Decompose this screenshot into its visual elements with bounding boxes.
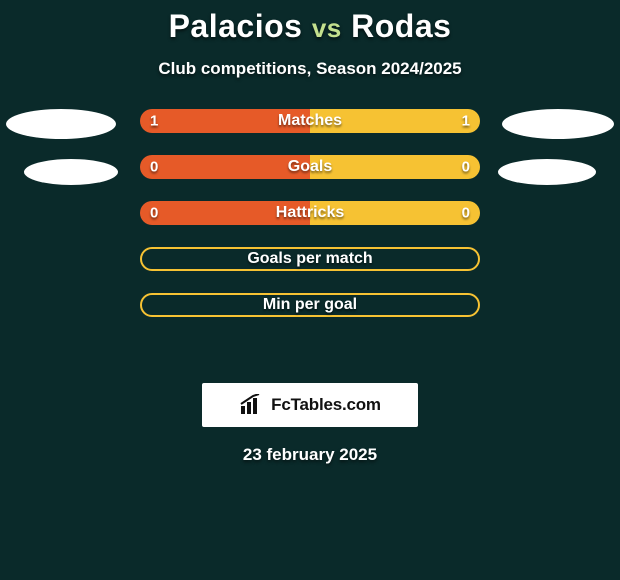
stat-row-hattricks: 0 0 Hattricks: [140, 201, 480, 225]
stat-fill-left: [140, 155, 310, 179]
stat-row-min-per-goal: Min per goal: [140, 293, 480, 317]
stat-rows: 1 1 Matches 0 0 Goals 0 0 Hattricks Goals per mat…: [140, 109, 480, 317]
vs-label: vs: [312, 13, 342, 43]
stat-value-left: 0: [150, 205, 158, 222]
stat-value-right: 0: [462, 205, 470, 222]
stat-value-right: 1: [462, 113, 470, 130]
stat-label: Goals: [288, 158, 332, 176]
stat-label: Goals per match: [247, 250, 372, 268]
footer-date: 23 february 2025: [0, 445, 620, 465]
stat-value-right: 0: [462, 159, 470, 176]
avatar-player1-head: [6, 109, 116, 139]
page-title: Palacios vs Rodas: [0, 8, 620, 45]
avatar-player1-body: [24, 159, 118, 185]
stat-label: Min per goal: [263, 296, 357, 314]
bars-chart-icon: [239, 394, 265, 416]
player2-name: Rodas: [351, 8, 451, 44]
brand-badge: FcTables.com: [202, 383, 418, 427]
stat-row-goals: 0 0 Goals: [140, 155, 480, 179]
avatar-player2-head: [502, 109, 614, 139]
comparison-card: Palacios vs Rodas Club competitions, Sea…: [0, 0, 620, 465]
stat-label: Hattricks: [276, 204, 344, 222]
stat-value-left: 1: [150, 113, 158, 130]
stat-value-left: 0: [150, 159, 158, 176]
stat-row-matches: 1 1 Matches: [140, 109, 480, 133]
stat-fill-right: [310, 155, 480, 179]
brand-text: FcTables.com: [271, 395, 381, 415]
avatar-player2-body: [498, 159, 596, 185]
stat-label: Matches: [278, 112, 342, 130]
player1-name: Palacios: [169, 8, 303, 44]
stats-arena: 1 1 Matches 0 0 Goals 0 0 Hattricks Goals per mat…: [0, 109, 620, 369]
subtitle: Club competitions, Season 2024/2025: [0, 59, 620, 79]
stat-row-goals-per-match: Goals per match: [140, 247, 480, 271]
